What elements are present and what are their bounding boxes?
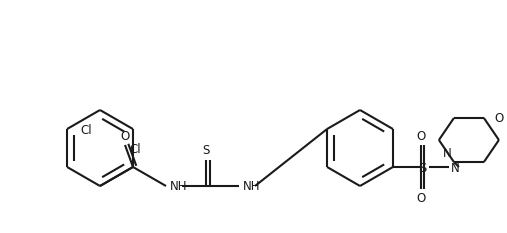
Text: S: S bbox=[418, 161, 426, 175]
Text: Cl: Cl bbox=[80, 124, 92, 137]
Text: O: O bbox=[120, 130, 130, 143]
Text: Cl: Cl bbox=[129, 143, 141, 156]
Text: S: S bbox=[202, 144, 210, 158]
Text: O: O bbox=[494, 112, 503, 124]
Text: O: O bbox=[416, 130, 425, 143]
Text: N: N bbox=[443, 147, 452, 160]
Text: NH: NH bbox=[170, 181, 188, 193]
Text: N: N bbox=[451, 161, 460, 175]
Text: NH: NH bbox=[243, 181, 261, 193]
Text: O: O bbox=[416, 192, 425, 205]
